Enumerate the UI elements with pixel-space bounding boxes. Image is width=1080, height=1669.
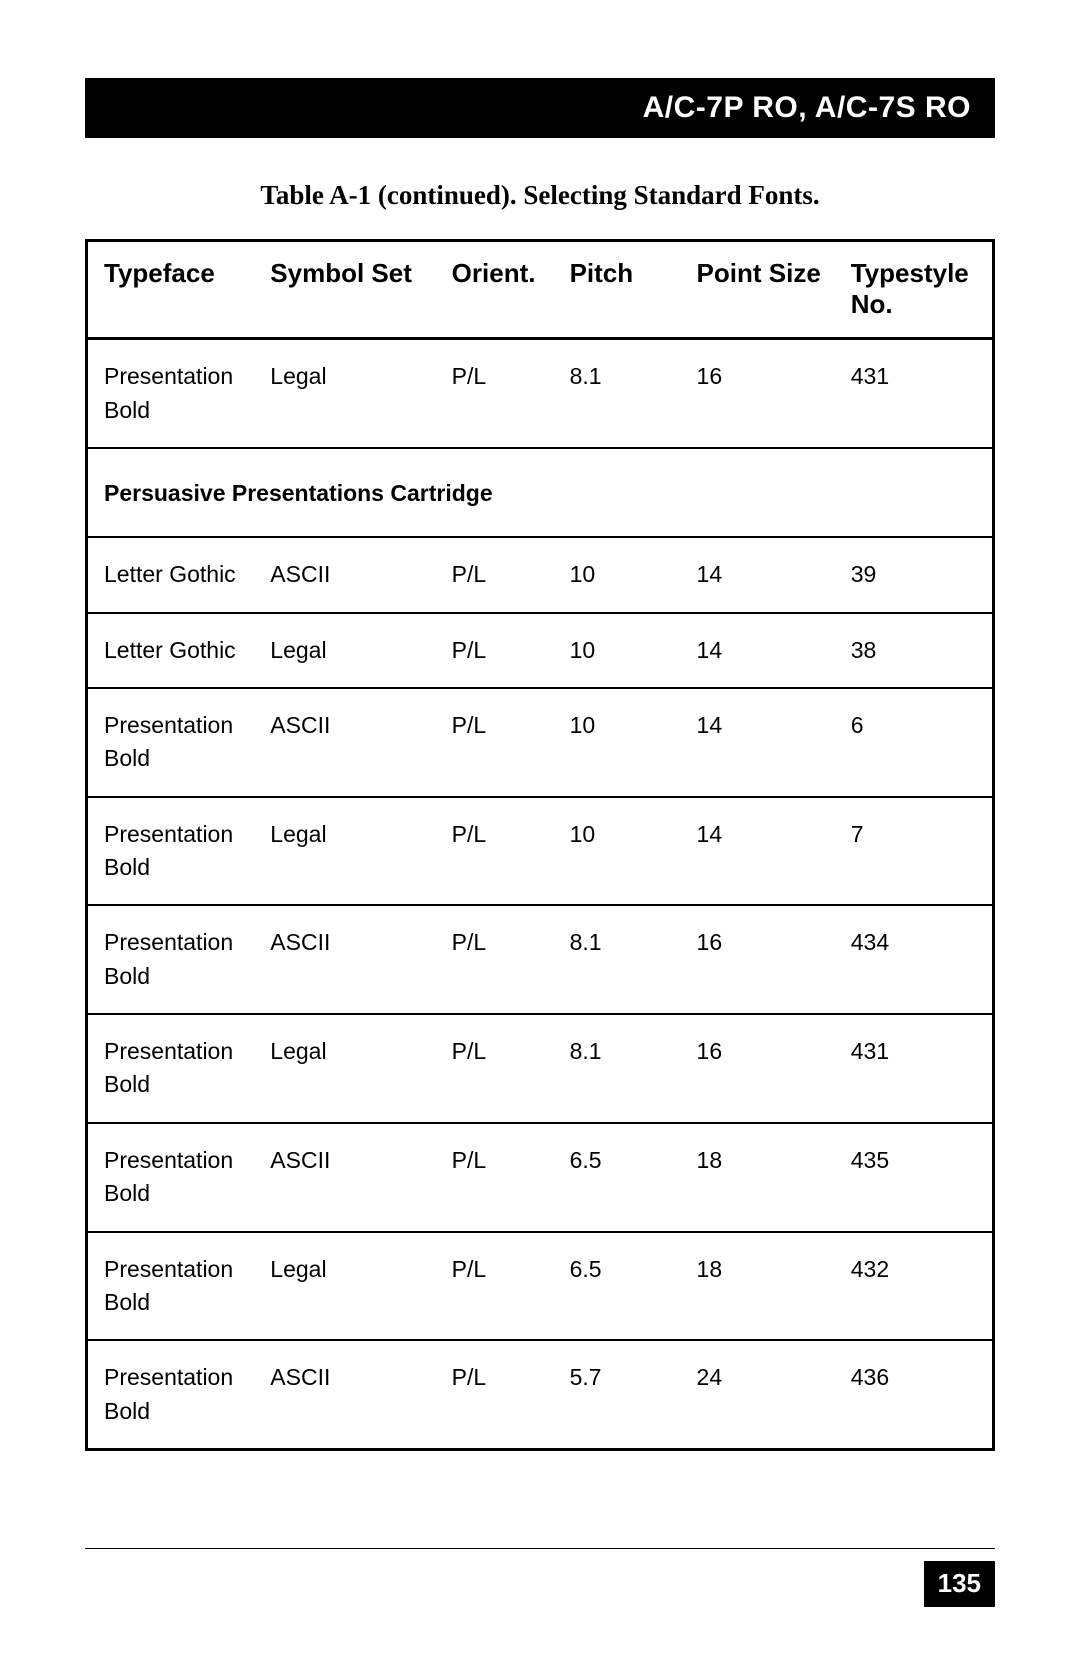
cell-point: 14 [681,688,835,797]
cell-typestyle: 431 [835,339,994,448]
table-row: Presentation BoldLegalP/L6.518432 [87,1232,994,1341]
cell-typeface: Letter Gothic [87,537,255,612]
cell-orient: P/L [436,688,554,797]
cell-typestyle: 431 [835,1014,994,1123]
cell-point: 18 [681,1232,835,1341]
cell-orient: P/L [436,339,554,448]
cell-point: 14 [681,797,835,906]
cell-typestyle: 7 [835,797,994,906]
cell-point: 16 [681,905,835,1014]
fonts-table: Typeface Symbol Set Orient. Pitch Point … [85,239,995,1451]
table-header-row: Typeface Symbol Set Orient. Pitch Point … [87,241,994,339]
cell-typeface: Presentation Bold [87,688,255,797]
cell-typeface: Presentation Bold [87,1014,255,1123]
cell-typeface: Presentation Bold [87,1123,255,1232]
cell-pitch: 8.1 [554,905,681,1014]
col-header-pitch: Pitch [554,241,681,339]
header-title: A/C-7P RO, A/C-7S RO [643,91,971,125]
cell-pitch: 10 [554,537,681,612]
cell-typestyle: 435 [835,1123,994,1232]
cell-orient: P/L [436,797,554,906]
cell-symbolset: ASCII [254,1340,435,1449]
col-header-typeface: Typeface [87,241,255,339]
cell-pitch: 6.5 [554,1232,681,1341]
cell-point: 16 [681,339,835,448]
cell-symbolset: Legal [254,1014,435,1123]
cell-symbolset: Legal [254,1232,435,1341]
table-section-row: Persuasive Presentations Cartridge [87,448,994,537]
cell-pitch: 10 [554,688,681,797]
cell-point: 18 [681,1123,835,1232]
cell-symbolset: ASCII [254,905,435,1014]
table-row: Presentation BoldASCIIP/L5.724436 [87,1340,994,1449]
cell-typeface: Presentation Bold [87,905,255,1014]
cell-pitch: 10 [554,613,681,688]
cell-typestyle: 436 [835,1340,994,1449]
cell-symbolset: ASCII [254,537,435,612]
table-caption: Table A-1 (continued). Selecting Standar… [85,180,995,211]
table-row: Presentation BoldLegalP/L10147 [87,797,994,906]
table-row: Presentation BoldLegalP/L8.116431 [87,1014,994,1123]
cell-typestyle: 6 [835,688,994,797]
col-header-typestyle: Typestyle No. [835,241,994,339]
table-row: Letter GothicASCIIP/L101439 [87,537,994,612]
cell-orient: P/L [436,1123,554,1232]
cell-symbolset: Legal [254,613,435,688]
cell-typeface: Presentation Bold [87,1232,255,1341]
header-bar: A/C-7P RO, A/C-7S RO [85,78,995,138]
page-number: 135 [938,1568,981,1598]
table-row: Presentation BoldASCIIP/L6.518435 [87,1123,994,1232]
cell-typeface: Letter Gothic [87,613,255,688]
cell-orient: P/L [436,905,554,1014]
cell-point: 14 [681,537,835,612]
cell-point: 24 [681,1340,835,1449]
table-row: Presentation Bold Legal P/L 8.1 16 431 [87,339,994,448]
page-number-box: 135 [924,1561,995,1607]
col-header-symbolset: Symbol Set [254,241,435,339]
cell-typeface: Presentation Bold [87,339,255,448]
cell-typestyle: 38 [835,613,994,688]
col-header-orient: Orient. [436,241,554,339]
cell-pitch: 5.7 [554,1340,681,1449]
footer-rule [85,1548,995,1549]
cell-orient: P/L [436,537,554,612]
cell-orient: P/L [436,1232,554,1341]
cell-symbolset: Legal [254,339,435,448]
cell-symbolset: Legal [254,797,435,906]
cell-pitch: 10 [554,797,681,906]
cell-orient: P/L [436,1014,554,1123]
cell-typestyle: 434 [835,905,994,1014]
cell-orient: P/L [436,1340,554,1449]
table-row: Presentation BoldASCIIP/L8.116434 [87,905,994,1014]
cell-typeface: Presentation Bold [87,797,255,906]
section-title: Persuasive Presentations Cartridge [87,448,994,537]
cell-symbolset: ASCII [254,688,435,797]
cell-pitch: 8.1 [554,339,681,448]
cell-point: 14 [681,613,835,688]
cell-orient: P/L [436,613,554,688]
cell-pitch: 6.5 [554,1123,681,1232]
table-row: Presentation BoldASCIIP/L10146 [87,688,994,797]
table-row: Letter GothicLegalP/L101438 [87,613,994,688]
cell-typeface: Presentation Bold [87,1340,255,1449]
cell-typestyle: 39 [835,537,994,612]
cell-pitch: 8.1 [554,1014,681,1123]
cell-typestyle: 432 [835,1232,994,1341]
col-header-point: Point Size [681,241,835,339]
table-body: Presentation Bold Legal P/L 8.1 16 431 P… [87,339,994,1450]
cell-symbolset: ASCII [254,1123,435,1232]
cell-point: 16 [681,1014,835,1123]
